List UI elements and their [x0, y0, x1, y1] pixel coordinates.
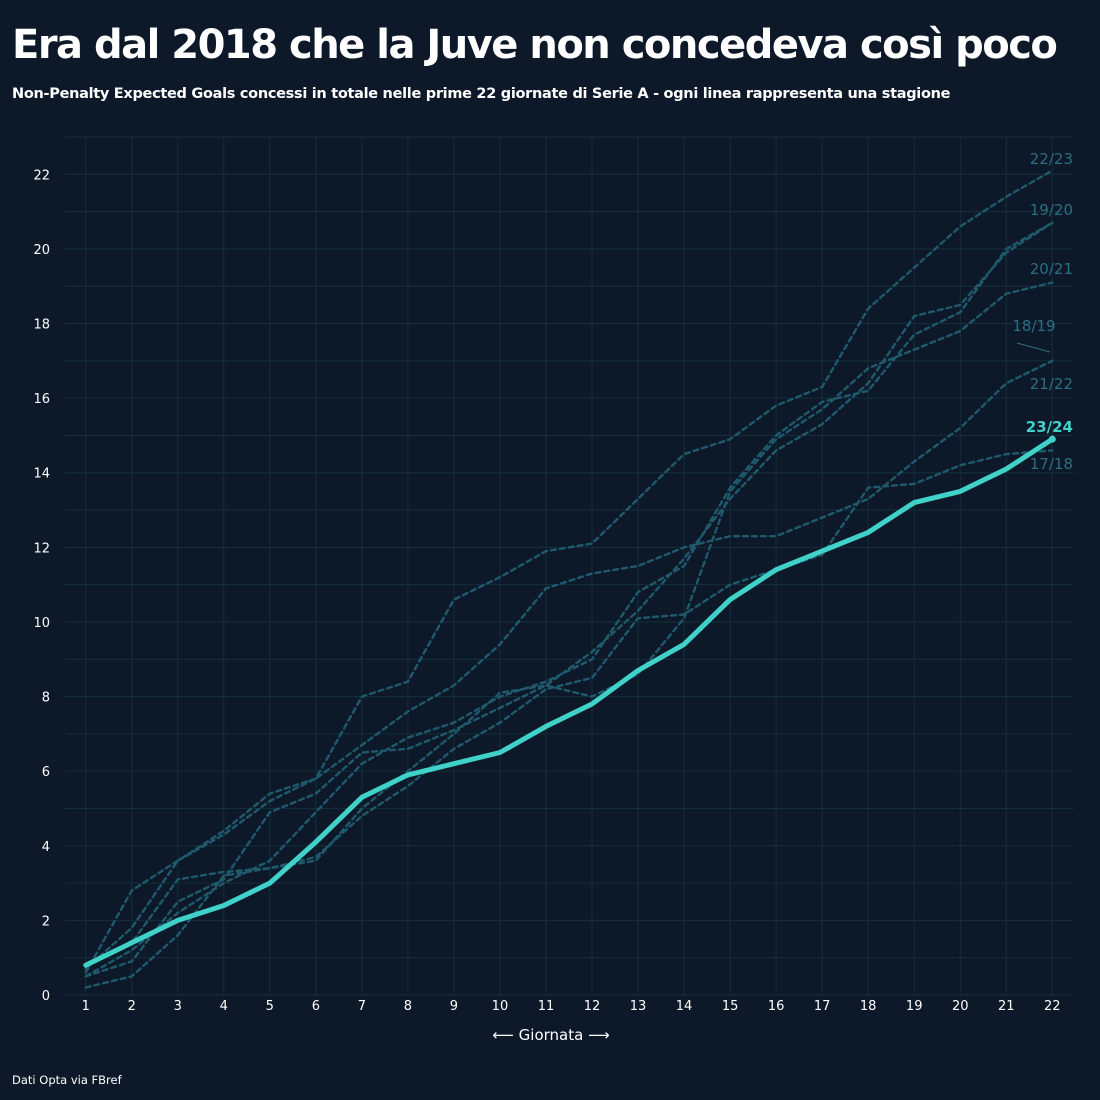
- x-tick-label: 11: [538, 999, 555, 1014]
- x-tick-label: 8: [404, 999, 412, 1014]
- x-tick-label: 18: [860, 999, 877, 1014]
- y-tick-label: 8: [42, 691, 50, 706]
- y-tick-label: 0: [42, 989, 50, 1004]
- y-tick-label: 16: [33, 392, 50, 407]
- series-line-20-21: [84, 221, 1054, 967]
- y-tick-label: 2: [42, 914, 50, 929]
- series-end-dot: [1048, 435, 1056, 443]
- grid: [65, 136, 1073, 996]
- x-tick-label: 5: [266, 999, 274, 1014]
- y-tick-label: 22: [33, 168, 50, 183]
- label-leader-line: [1016, 342, 1051, 353]
- x-tick-label: 21: [998, 999, 1015, 1014]
- x-tick-label: 17: [814, 999, 831, 1014]
- series-line-17-18: [84, 449, 1054, 989]
- y-tick-label: 20: [33, 243, 50, 258]
- x-tick-label: 6: [312, 999, 320, 1014]
- x-tick-label: 16: [768, 999, 785, 1014]
- x-tick-label: 20: [952, 999, 969, 1014]
- chart-title: Era dal 2018 che la Juve non concedeva c…: [12, 22, 1058, 68]
- x-tick-label: 12: [584, 999, 601, 1014]
- x-axis-label: ⟵ Giornata ⟶: [492, 1026, 609, 1044]
- x-tick-label: 10: [492, 999, 509, 1014]
- series-line-23-24: [83, 436, 1055, 968]
- season-label-17-18: 17/18: [1030, 455, 1073, 473]
- season-label-22-23: 22/23: [1030, 150, 1073, 168]
- series-line-22-23: [84, 169, 1054, 974]
- x-tick-label: 4: [220, 999, 228, 1014]
- x-tick-label: 13: [630, 999, 647, 1014]
- series-line-21-22: [84, 221, 1054, 978]
- y-axis: 0 2 4 6 8 10 12 14 16 18 20 22: [33, 168, 50, 1004]
- source-note: Dati Opta via FBref: [12, 1073, 122, 1087]
- season-label-19-20: 19/20: [1030, 201, 1073, 219]
- x-tick-label: 2: [128, 999, 136, 1014]
- y-tick-label: 18: [33, 318, 50, 333]
- x-tick-label: 22: [1044, 999, 1061, 1014]
- season-label-18-19: 18/19: [1012, 317, 1055, 335]
- x-tick-label: 7: [358, 999, 366, 1014]
- x-axis: 1 2 3 4 5 6 7 8 9 10 11 12 13 14 15 16 17 18 19 20 21 22: [82, 999, 1061, 1014]
- season-label-21-22: 21/22: [1030, 375, 1073, 393]
- x-tick-label: 19: [906, 999, 923, 1014]
- series-line-18-19: [84, 281, 1054, 978]
- x-tick-label: 14: [676, 999, 693, 1014]
- x-tick-label: 1: [82, 999, 90, 1014]
- x-tick-label: 15: [722, 999, 739, 1014]
- x-tick-label: 9: [450, 999, 458, 1014]
- y-tick-label: 14: [33, 467, 50, 482]
- season-label-20-21: 20/21: [1030, 260, 1073, 278]
- season-label-23-24: 23/24: [1026, 418, 1073, 436]
- y-tick-label: 10: [33, 616, 50, 631]
- chart-subtitle: Non-Penalty Expected Goals concessi in t…: [12, 86, 951, 102]
- x-tick-label: 3: [174, 999, 182, 1014]
- y-tick-label: 12: [33, 541, 50, 556]
- series-lines: [83, 169, 1056, 989]
- series-line-19-20: [84, 359, 1054, 971]
- series-end-labels: 22/23 19/20 20/21 18/19 21/22 23/24 17/18: [1012, 150, 1073, 473]
- y-tick-label: 6: [42, 765, 50, 780]
- y-tick-label: 4: [42, 840, 50, 855]
